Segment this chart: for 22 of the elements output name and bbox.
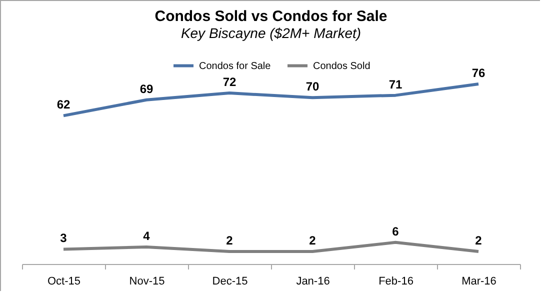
x-tick-label: Feb-16 <box>378 276 414 288</box>
legend-label: Condos Sold <box>313 60 370 72</box>
legend-label: Condos for Sale <box>199 60 272 72</box>
data-label: 2 <box>475 233 482 248</box>
chart-title: Condos Sold vs Condos for Sale <box>154 8 388 25</box>
data-label: 2 <box>226 233 234 248</box>
x-tick-label: Jan-16 <box>296 276 330 288</box>
data-label: 6 <box>392 224 400 238</box>
data-label: 71 <box>388 77 402 92</box>
data-label: 69 <box>140 82 154 96</box>
chart-subtitle: Key Biscayne ($2M+ Market) <box>180 25 362 41</box>
x-tick-label: Oct-15 <box>47 276 81 288</box>
x-tick-label: Dec-15 <box>212 276 248 288</box>
x-tick-label: Nov-15 <box>129 276 165 288</box>
data-label: 72 <box>222 75 236 90</box>
data-label: 62 <box>56 98 70 112</box>
x-tick-label: Mar-16 <box>462 276 496 288</box>
data-label: 70 <box>306 80 320 94</box>
data-label: 76 <box>472 66 486 80</box>
data-label: 2 <box>309 233 316 248</box>
data-label: 4 <box>143 228 150 243</box>
data-label: 3 <box>60 231 68 246</box>
